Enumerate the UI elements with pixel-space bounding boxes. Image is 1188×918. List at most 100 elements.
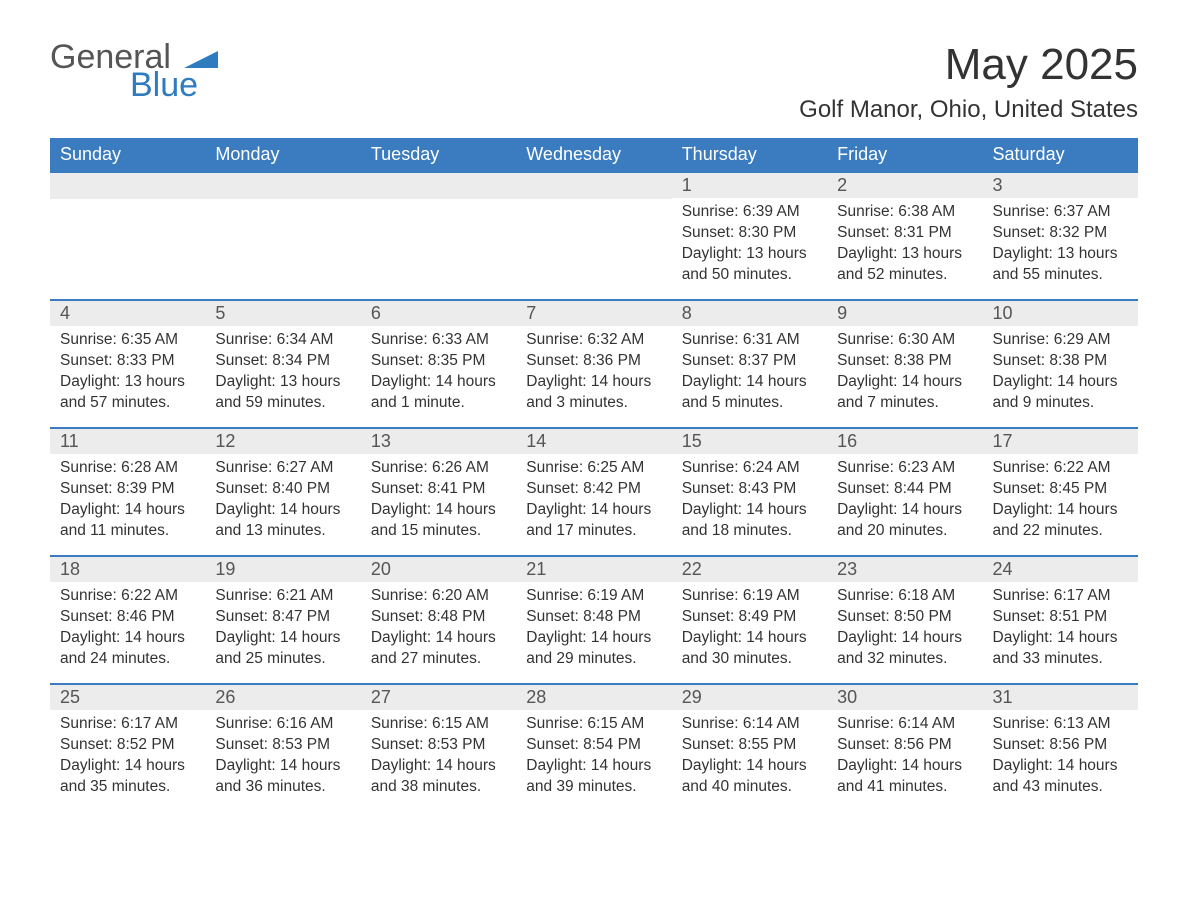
calendar-day-cell: 12Sunrise: 6:27 AMSunset: 8:40 PMDayligh… <box>205 427 360 555</box>
sunrise-text: Sunrise: 6:17 AM <box>993 586 1128 607</box>
daylight-text: Daylight: 14 hours and 24 minutes. <box>60 628 195 670</box>
daylight-text: Daylight: 14 hours and 27 minutes. <box>371 628 506 670</box>
daylight-text: Daylight: 14 hours and 18 minutes. <box>682 500 817 542</box>
calendar-week-row: 1Sunrise: 6:39 AMSunset: 8:30 PMDaylight… <box>50 171 1138 299</box>
daylight-text: Daylight: 14 hours and 25 minutes. <box>215 628 350 670</box>
day-number: 10 <box>983 301 1138 326</box>
daylight-text: Daylight: 14 hours and 3 minutes. <box>526 372 661 414</box>
calendar-day-cell: 14Sunrise: 6:25 AMSunset: 8:42 PMDayligh… <box>516 427 671 555</box>
day-wrap: 12Sunrise: 6:27 AMSunset: 8:40 PMDayligh… <box>205 427 360 550</box>
day-body: Sunrise: 6:25 AMSunset: 8:42 PMDaylight:… <box>516 454 671 550</box>
day-number <box>516 173 671 199</box>
daylight-text: Daylight: 14 hours and 22 minutes. <box>993 500 1128 542</box>
daylight-text: Daylight: 14 hours and 17 minutes. <box>526 500 661 542</box>
calendar-week-row: 4Sunrise: 6:35 AMSunset: 8:33 PMDaylight… <box>50 299 1138 427</box>
day-number: 21 <box>516 557 671 582</box>
sunset-text: Sunset: 8:38 PM <box>993 351 1128 372</box>
daylight-text: Daylight: 14 hours and 20 minutes. <box>837 500 972 542</box>
sunrise-text: Sunrise: 6:14 AM <box>837 714 972 735</box>
sunset-text: Sunset: 8:45 PM <box>993 479 1128 500</box>
day-wrap: 30Sunrise: 6:14 AMSunset: 8:56 PMDayligh… <box>827 683 982 806</box>
day-body: Sunrise: 6:29 AMSunset: 8:38 PMDaylight:… <box>983 326 1138 422</box>
sunrise-text: Sunrise: 6:18 AM <box>837 586 972 607</box>
sunset-text: Sunset: 8:44 PM <box>837 479 972 500</box>
day-wrap: 17 Sunrise: 6:22 AMSunset: 8:45 PMDayligh… <box>983 427 1138 550</box>
sunrise-text: Sunrise: 6:32 AM <box>526 330 661 351</box>
day-body: Sunrise: 6:26 AMSunset: 8:41 PMDaylight:… <box>361 454 516 550</box>
day-number: 19 <box>205 557 360 582</box>
sunset-text: Sunset: 8:56 PM <box>993 735 1128 756</box>
sunset-text: Sunset: 8:35 PM <box>371 351 506 372</box>
sunset-text: Sunset: 8:42 PM <box>526 479 661 500</box>
day-number: 28 <box>516 685 671 710</box>
day-number: 6 <box>361 301 516 326</box>
sunrise-text: Sunrise: 6:22 AM <box>993 458 1128 479</box>
calendar-day-cell: 27Sunrise: 6:15 AMSunset: 8:53 PMDayligh… <box>361 683 516 811</box>
sunrise-text: Sunrise: 6:38 AM <box>837 202 972 223</box>
day-wrap: 10Sunrise: 6:29 AMSunset: 8:38 PMDayligh… <box>983 299 1138 422</box>
sunset-text: Sunset: 8:46 PM <box>60 607 195 628</box>
day-body: Sunrise: 6:38 AMSunset: 8:31 PMDaylight:… <box>827 198 982 294</box>
sunset-text: Sunset: 8:51 PM <box>993 607 1128 628</box>
day-number: 16 <box>827 429 982 454</box>
month-title: May 2025 <box>799 40 1138 90</box>
daylight-text: Daylight: 13 hours and 52 minutes. <box>837 244 972 286</box>
daylight-text: Daylight: 14 hours and 9 minutes. <box>993 372 1128 414</box>
sunset-text: Sunset: 8:55 PM <box>682 735 817 756</box>
daylight-text: Daylight: 14 hours and 35 minutes. <box>60 756 195 798</box>
calendar-day-cell: 9Sunrise: 6:30 AMSunset: 8:38 PMDaylight… <box>827 299 982 427</box>
sunrise-text: Sunrise: 6:17 AM <box>60 714 195 735</box>
sunrise-text: Sunrise: 6:21 AM <box>215 586 350 607</box>
sunset-text: Sunset: 8:39 PM <box>60 479 195 500</box>
day-wrap: 3Sunrise: 6:37 AMSunset: 8:32 PMDaylight… <box>983 171 1138 294</box>
day-wrap <box>361 171 516 199</box>
daylight-text: Daylight: 13 hours and 57 minutes. <box>60 372 195 414</box>
day-number: 30 <box>827 685 982 710</box>
day-number: 27 <box>361 685 516 710</box>
weekday-header: Sunday <box>50 138 205 171</box>
sunrise-text: Sunrise: 6:26 AM <box>371 458 506 479</box>
daylight-text: Daylight: 14 hours and 11 minutes. <box>60 500 195 542</box>
weekday-header: Friday <box>827 138 982 171</box>
day-number <box>361 173 516 199</box>
day-wrap <box>205 171 360 199</box>
day-body: Sunrise: 6:22 AMSunset: 8:46 PMDaylight:… <box>50 582 205 678</box>
sunrise-text: Sunrise: 6:15 AM <box>371 714 506 735</box>
day-wrap: 7Sunrise: 6:32 AMSunset: 8:36 PMDaylight… <box>516 299 671 422</box>
day-wrap: 5Sunrise: 6:34 AMSunset: 8:34 PMDaylight… <box>205 299 360 422</box>
daylight-text: Daylight: 13 hours and 55 minutes. <box>993 244 1128 286</box>
calendar-day-cell: 6Sunrise: 6:33 AMSunset: 8:35 PMDaylight… <box>361 299 516 427</box>
daylight-text: Daylight: 14 hours and 5 minutes. <box>682 372 817 414</box>
day-wrap: 6Sunrise: 6:33 AMSunset: 8:35 PMDaylight… <box>361 299 516 422</box>
sunset-text: Sunset: 8:30 PM <box>682 223 817 244</box>
day-body: Sunrise: 6:16 AMSunset: 8:53 PMDaylight:… <box>205 710 360 806</box>
sunrise-text: Sunrise: 6:16 AM <box>215 714 350 735</box>
weekday-header-row: SundayMondayTuesdayWednesdayThursdayFrid… <box>50 138 1138 171</box>
calendar-day-cell <box>516 171 671 299</box>
title-block: May 2025 Golf Manor, Ohio, United States <box>799 40 1138 134</box>
calendar-day-cell <box>361 171 516 299</box>
sunrise-text: Sunrise: 6:19 AM <box>682 586 817 607</box>
calendar-day-cell: 24Sunrise: 6:17 AMSunset: 8:51 PMDayligh… <box>983 555 1138 683</box>
day-number: 18 <box>50 557 205 582</box>
daylight-text: Daylight: 14 hours and 33 minutes. <box>993 628 1128 670</box>
daylight-text: Daylight: 14 hours and 32 minutes. <box>837 628 972 670</box>
calendar-day-cell: 21Sunrise: 6:19 AMSunset: 8:48 PMDayligh… <box>516 555 671 683</box>
sunset-text: Sunset: 8:48 PM <box>526 607 661 628</box>
sunrise-text: Sunrise: 6:19 AM <box>526 586 661 607</box>
day-wrap: 11Sunrise: 6:28 AMSunset: 8:39 PMDayligh… <box>50 427 205 550</box>
day-number: 23 <box>827 557 982 582</box>
sunrise-text: Sunrise: 6:35 AM <box>60 330 195 351</box>
day-wrap: 22Sunrise: 6:19 AMSunset: 8:49 PMDayligh… <box>672 555 827 678</box>
day-body: Sunrise: 6:15 AMSunset: 8:54 PMDaylight:… <box>516 710 671 806</box>
day-number: 17 <box>983 429 1138 454</box>
day-wrap: 4Sunrise: 6:35 AMSunset: 8:33 PMDaylight… <box>50 299 205 422</box>
day-wrap: 9Sunrise: 6:30 AMSunset: 8:38 PMDaylight… <box>827 299 982 422</box>
sunset-text: Sunset: 8:33 PM <box>60 351 195 372</box>
page-header: General Blue May 2025 Golf Manor, Ohio, … <box>50 40 1138 134</box>
day-body: Sunrise: 6:15 AMSunset: 8:53 PMDaylight:… <box>361 710 516 806</box>
calendar-day-cell: 16Sunrise: 6:23 AMSunset: 8:44 PMDayligh… <box>827 427 982 555</box>
day-wrap: 16Sunrise: 6:23 AMSunset: 8:44 PMDayligh… <box>827 427 982 550</box>
daylight-text: Daylight: 14 hours and 38 minutes. <box>371 756 506 798</box>
day-number: 29 <box>672 685 827 710</box>
